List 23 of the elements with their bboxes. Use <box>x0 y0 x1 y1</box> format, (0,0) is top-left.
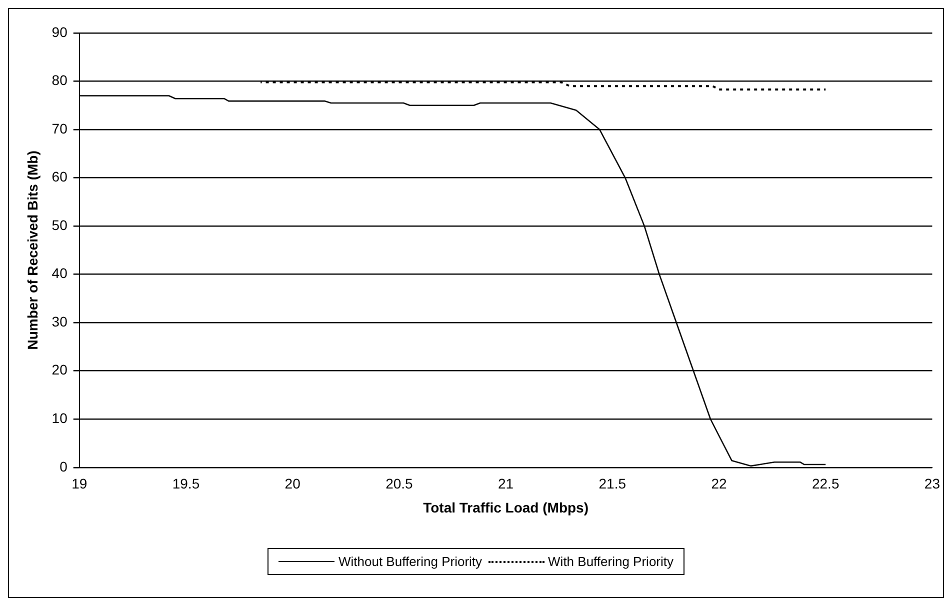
legend-label: With Buffering Priority <box>548 554 674 569</box>
y-tick-label: 0 <box>60 458 68 474</box>
x-tick-label: 21 <box>498 476 514 492</box>
x-tick-label: 19.5 <box>172 476 200 492</box>
x-tick-label: 22.5 <box>812 476 840 492</box>
y-tick-label: 30 <box>52 313 68 330</box>
y-axis-title: Number of Received Bits (Mb) <box>24 150 40 350</box>
x-tick-label: 23 <box>924 476 940 492</box>
y-tick-label: 20 <box>52 362 68 378</box>
x-tick-label: 22 <box>711 476 727 492</box>
y-tick-label: 50 <box>52 216 68 233</box>
y-tick-label: 40 <box>52 265 68 282</box>
y-tick-label: 70 <box>52 120 68 136</box>
x-tick-label: 20 <box>284 476 301 492</box>
legend-label: Without Buffering Priority <box>338 554 482 569</box>
x-tick-label: 21.5 <box>598 476 626 492</box>
y-tick-label: 10 <box>52 410 68 426</box>
x-axis-title: Total Traffic Load (Mbps) <box>423 499 588 516</box>
y-tick-label: 80 <box>52 72 68 88</box>
y-tick-label: 90 <box>52 24 68 40</box>
x-tick-label: 20.5 <box>386 476 414 492</box>
y-tick-label: 60 <box>52 168 68 185</box>
x-tick-label: 19 <box>72 476 88 492</box>
